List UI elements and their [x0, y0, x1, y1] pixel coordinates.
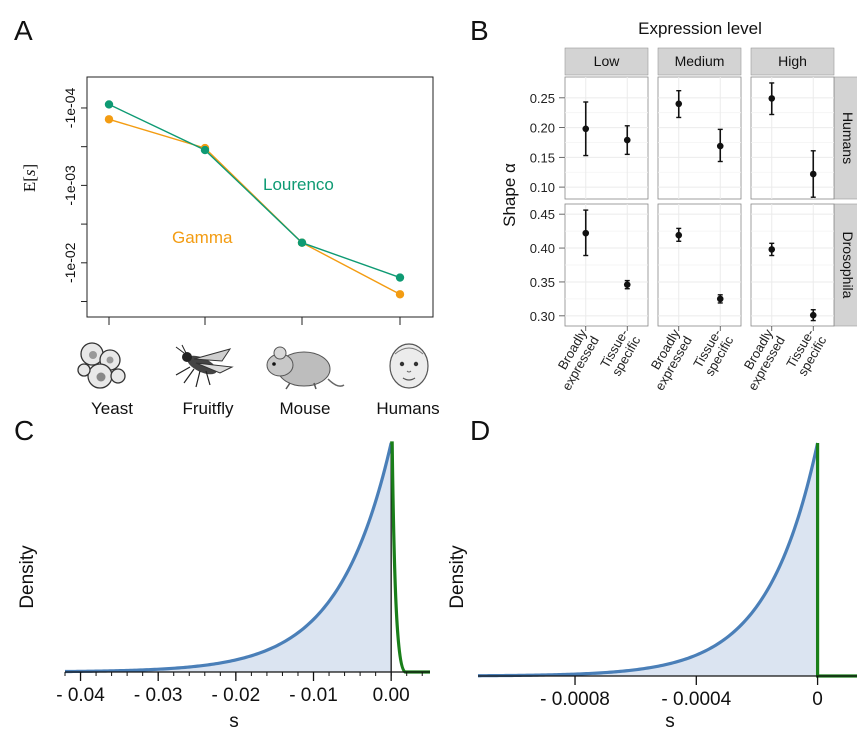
series-line-gamma [108, 118, 401, 295]
panel-label-a: A [14, 15, 33, 46]
mean-point [623, 136, 631, 144]
panel-c-x-axis-label: s [229, 711, 239, 731]
mean-point [809, 170, 817, 178]
mean-point [675, 100, 683, 108]
panel-b-x-tick-label: Broadlyexpressed [733, 326, 788, 393]
panel-c-chart: Density s - 0.04 - 0.03 - 0.02 - 0.01 0.00 [17, 441, 430, 731]
panel-b-title: Expression level [638, 19, 762, 38]
x-tick-label: - 0.0004 [661, 689, 731, 710]
yeast-cells-icon [77, 342, 126, 389]
mean-point [716, 295, 724, 303]
x-tick-label: - 0.03 [134, 685, 183, 706]
point-lourenco-fruitfly [200, 145, 210, 155]
facet-strip-label: Medium [675, 53, 725, 69]
panel-a-x-tick-label: Yeast [91, 399, 133, 418]
panel-b-y-tick-label: 0.15 [530, 150, 555, 165]
panel-b-y-tick-label: 0.30 [530, 309, 555, 324]
panel-d-x-axis-label: s [665, 711, 675, 731]
panel-d-chart: Density s - 0.0008 - 0.0004 0 [447, 442, 857, 731]
panel-a-x-tick-label: Mouse [279, 399, 330, 418]
panel-a-y-tick-label: -1e-04 [62, 88, 78, 129]
panel-a-y-axis-label: E[s] [20, 164, 39, 192]
density-area-fill [65, 443, 392, 672]
panel-a-chart: -1e-04 -1e-03 -1e-02 E[s] Yeast Fruitfly Mou… [20, 76, 440, 418]
x-tick-label: 0 [812, 689, 823, 710]
panel-label-d: D [470, 415, 490, 446]
mean-point [623, 281, 631, 288]
point-gamma-yeast [104, 115, 114, 124]
panel-b-x-tick-label: Broadlyexpressed [640, 326, 695, 393]
mean-point [768, 95, 776, 102]
point-lourenco-yeast [104, 100, 114, 109]
mean-point [582, 125, 590, 133]
x-tick-label: - 0.04 [56, 685, 105, 706]
panel-d-y-axis-label: Density [447, 545, 468, 609]
x-tick-label: 0.00 [373, 685, 410, 706]
facet-panel [657, 76, 742, 200]
panel-b-y-tick-label: 0.40 [530, 241, 555, 256]
density-curve-green [390, 441, 430, 674]
density-curve-blue [477, 442, 820, 678]
facet-strip-label: Low [594, 53, 621, 69]
panel-a-plot-frame [86, 76, 434, 318]
point-lourenco-mouse [297, 238, 307, 247]
panel-b-chart: Expression level Shape α Low Medium High Hu… [500, 19, 857, 393]
legend-gamma: Gamma [172, 228, 233, 247]
panel-a-y-tick-label: -1e-03 [62, 165, 78, 206]
panel-b-y-tick-label: 0.45 [530, 207, 555, 222]
mean-point [582, 229, 590, 237]
panel-b-x-tick-label: Tissue-specific [783, 326, 830, 378]
panel-b-x-tick-label: Tissue-specific [597, 326, 644, 378]
baby-face-icon [389, 343, 429, 389]
x-tick-label: - 0.0008 [540, 689, 610, 710]
panel-b-x-tick-label: Tissue-specific [690, 326, 737, 378]
density-curve-green [815, 443, 857, 678]
fruitfly-icon [175, 344, 234, 388]
x-tick-label: - 0.02 [212, 685, 261, 706]
panel-b-y-tick-label: 0.20 [530, 121, 555, 136]
density-area-fill [478, 443, 818, 676]
panel-b-y-tick-label: 0.25 [530, 91, 555, 106]
mean-point [809, 311, 817, 319]
panel-b-y-axis-label: Shape α [500, 163, 519, 227]
panel-b-y-tick-label: 0.35 [530, 275, 555, 290]
density-curve-blue [64, 442, 393, 674]
panel-a-y-tick-label: -1e-02 [62, 242, 78, 283]
mean-point [675, 231, 683, 239]
panel-a-x-tick-label: Fruitfly [183, 399, 235, 418]
mouse-icon [266, 346, 345, 390]
panel-c-plot: - 0.04 - 0.03 - 0.02 - 0.01 0.00 [56, 441, 430, 706]
x-tick-label: - 0.01 [289, 685, 338, 706]
mean-point [768, 246, 776, 253]
panel-a-x-axis: Yeast Fruitfly Mouse Humans [91, 317, 440, 418]
facet-strip-label: Drosophila [840, 232, 856, 299]
panel-a-y-axis: -1e-04 -1e-03 -1e-02 [62, 88, 87, 303]
point-gamma-humans [395, 290, 405, 299]
point-lourenco-humans [395, 273, 405, 282]
panel-b-y-tick-label: 0.10 [530, 180, 555, 195]
facet-panel [750, 76, 835, 200]
panel-b-x-tick-label: Broadlyexpressed [547, 326, 602, 393]
facet-strip-label: Humans [840, 112, 856, 164]
facet-strip-label: High [778, 53, 807, 69]
facet-strip-medium [657, 47, 742, 76]
panel-label-c: C [14, 415, 34, 446]
facet-strip-high [750, 47, 835, 76]
panel-d-plot: - 0.0008 - 0.0004 0 [477, 442, 857, 710]
facet-panel [564, 76, 649, 200]
panel-c-y-axis-label: Density [17, 545, 38, 609]
panel-a-x-tick-label: Humans [376, 399, 439, 418]
facet-strip-low [564, 47, 649, 76]
legend-lourenco: Lourenco [263, 175, 334, 194]
panel-a-series [104, 100, 405, 299]
series-line-lourenco [108, 103, 401, 279]
panel-label-b: B [470, 15, 489, 46]
panel-b-facets: Low Medium High Humans Drosophila 0.10 0.15 0.2… [530, 47, 857, 393]
mean-point [716, 142, 724, 150]
